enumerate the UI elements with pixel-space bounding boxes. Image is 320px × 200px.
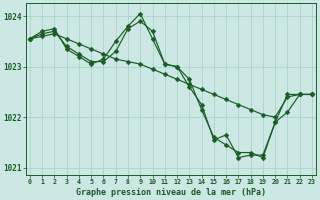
X-axis label: Graphe pression niveau de la mer (hPa): Graphe pression niveau de la mer (hPa) (76, 188, 266, 197)
